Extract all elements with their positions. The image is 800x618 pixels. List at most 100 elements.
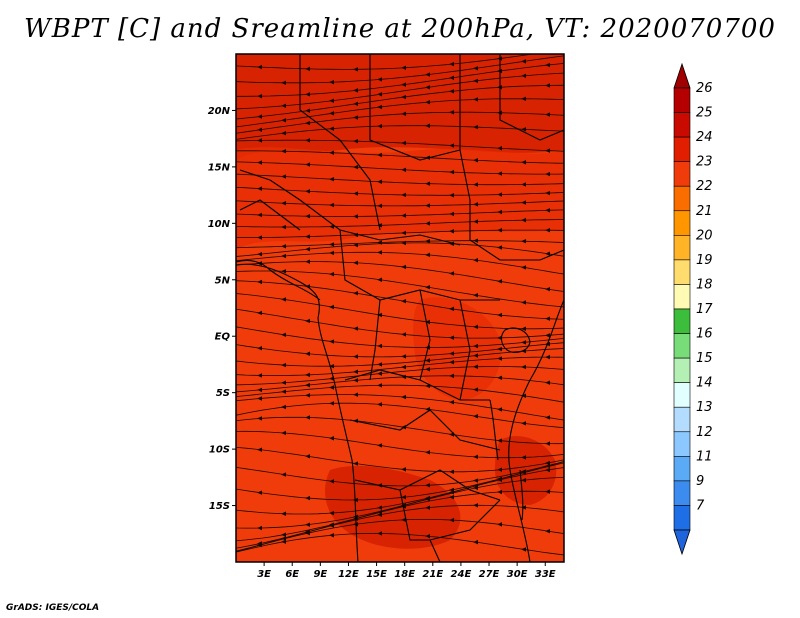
streamline-arrow xyxy=(305,108,310,113)
streamline-arrow xyxy=(257,235,262,240)
streamline xyxy=(236,54,537,70)
west-africa-coast xyxy=(236,263,359,562)
colorbar-segment xyxy=(673,382,691,408)
lon-tick-label: 33E xyxy=(535,569,556,580)
streamline-arrow xyxy=(449,469,454,475)
colorbar-label: 16 xyxy=(696,327,713,342)
streamline-arrow xyxy=(473,485,478,491)
streamline-arrow xyxy=(401,213,406,218)
gulf-guinea-coast xyxy=(236,259,321,301)
streamline xyxy=(236,84,564,120)
streamline-arrow xyxy=(281,404,286,410)
streamline-arrow xyxy=(521,455,526,460)
streamline-arrow xyxy=(473,539,478,545)
border-3 xyxy=(459,149,564,261)
streamline-arrow xyxy=(305,318,310,324)
streamline-arrow xyxy=(257,310,262,316)
streamline-arrow xyxy=(329,523,334,528)
border-13 xyxy=(399,489,501,541)
streamline-arrow xyxy=(569,305,574,309)
streamline-arrow xyxy=(545,148,550,153)
longitude-axis: 3E 6E 9E 12E 15E 18E 21E 24E 27E 30E 33E xyxy=(257,562,556,580)
streamline-arrow xyxy=(401,467,406,472)
streamline-arrow xyxy=(449,89,454,94)
streamline-arrow xyxy=(281,131,286,136)
streamline-arrow xyxy=(425,72,430,77)
streamline-arrow xyxy=(521,182,526,187)
colorbar-label: 12 xyxy=(696,425,713,440)
streamline-arrow xyxy=(353,191,358,196)
colorbar-label: 24 xyxy=(696,130,713,145)
streamline-arrow xyxy=(305,382,310,388)
streamline-arrow xyxy=(497,467,502,472)
lon-tick-label: 9E xyxy=(313,569,327,580)
lon-tick-label: 18E xyxy=(394,569,415,580)
lat-tick-label: 15N xyxy=(208,162,231,173)
streamline-arrow xyxy=(497,489,502,495)
streamline-arrow xyxy=(449,211,454,217)
border-1 xyxy=(299,54,381,231)
lon-tick-label: 24E xyxy=(451,569,472,580)
streamline-arrow xyxy=(257,345,262,351)
streamline xyxy=(236,111,564,134)
streamline-arrow xyxy=(377,505,382,510)
streamline-arrow xyxy=(449,517,454,523)
streamline-arrow xyxy=(449,400,454,405)
streamline-arrow xyxy=(473,257,478,263)
streamline-arrow xyxy=(521,127,526,132)
streamline-arrow xyxy=(377,383,382,388)
border-2 xyxy=(369,54,461,161)
streamline-arrow xyxy=(521,217,526,223)
streamline-arrow xyxy=(281,174,286,179)
streamline-arrow xyxy=(305,247,310,252)
coastlines-borders xyxy=(236,54,564,562)
streamline xyxy=(236,342,564,358)
streamline-arrow xyxy=(329,364,334,369)
streamline-arrow xyxy=(353,164,358,170)
streamline-arrow xyxy=(425,496,430,502)
streamline-arrow xyxy=(425,238,430,244)
streamline xyxy=(236,139,564,152)
streamline-arrow xyxy=(569,368,574,372)
streamline-arrow xyxy=(281,149,286,154)
streamline-arrow xyxy=(305,415,310,420)
streamline-arrow xyxy=(473,503,478,508)
streamline-arrow xyxy=(497,346,502,352)
border-9 xyxy=(369,299,381,381)
streamline-arrow xyxy=(353,260,358,266)
streamline-arrow xyxy=(353,392,358,397)
streamline-arrow xyxy=(425,533,430,539)
streamline-arrow xyxy=(377,343,382,349)
colorbar-label: 7 xyxy=(696,498,705,513)
streamline-arrow xyxy=(329,271,334,277)
streamline-arrow xyxy=(257,114,262,119)
streamline-arrow xyxy=(305,372,310,378)
streamline-arrow xyxy=(497,209,502,215)
streamline-arrow xyxy=(281,472,286,477)
streamline-arrow xyxy=(329,401,334,406)
streamline-arrow xyxy=(569,217,574,221)
colorbar-label: 22 xyxy=(696,179,713,194)
streamline-arrow xyxy=(569,475,574,479)
streamline-arrow xyxy=(281,224,286,230)
streamline-arrow xyxy=(569,198,574,202)
map-title: WBPT [C] and Sreamline at 200hPa, VT: 20… xyxy=(24,14,776,44)
streamline-arrow xyxy=(353,354,358,359)
colorbar: 26 25 24 23 22 21 20 19 18 17 16 15 14 13 12 11 9 7 xyxy=(673,62,713,556)
streamline-arrow xyxy=(569,326,574,330)
streamline xyxy=(236,375,564,393)
streamlines xyxy=(236,54,574,556)
streamline-arrow xyxy=(329,436,334,441)
streamline-arrow xyxy=(329,510,334,516)
colorbar-segment xyxy=(673,480,691,506)
streamline-arrow xyxy=(473,158,478,163)
lat-tick-label: 5S xyxy=(216,388,230,399)
streamline-arrow xyxy=(497,407,502,412)
streamline-arrow xyxy=(497,356,502,361)
streamline-arrow xyxy=(449,193,454,198)
streamline-arrow xyxy=(305,92,310,97)
streamline-arrow xyxy=(377,104,382,110)
streamline-arrow xyxy=(569,401,574,405)
streamline-arrow xyxy=(305,120,310,126)
streamline-arrow xyxy=(425,100,430,105)
